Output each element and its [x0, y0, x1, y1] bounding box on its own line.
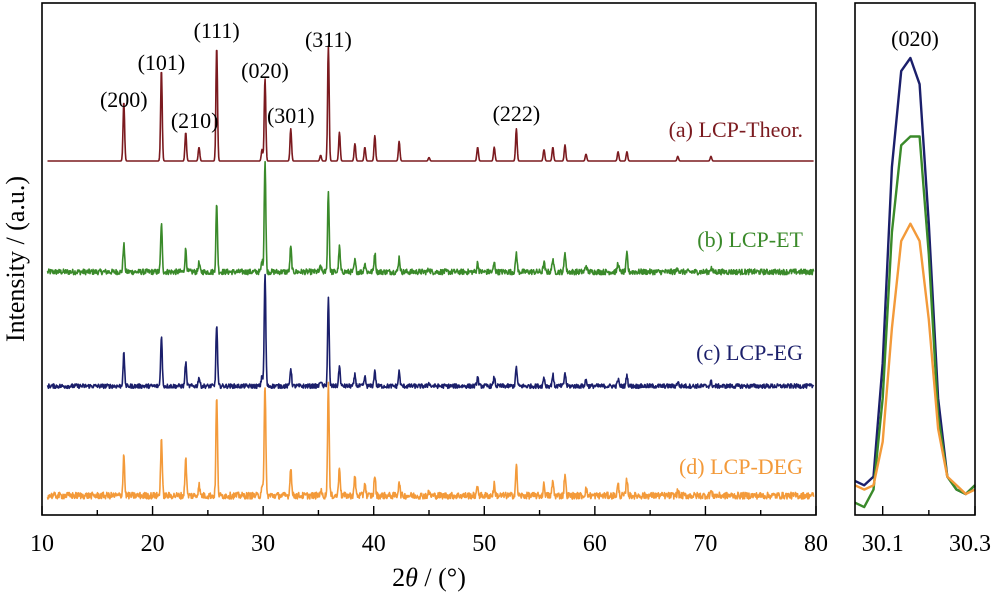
- main-traces: [46, 45, 815, 500]
- peak-label-111: (111): [194, 18, 240, 43]
- series-label-c-lcp-eg: (c) LCP-EG: [696, 340, 803, 365]
- x-axis-title-prefix: 2: [392, 563, 405, 592]
- x-tick-label-50: 50: [472, 531, 496, 557]
- peak-labels: (200) (101) (210) (111)(020) (301) (311) (222): [100, 18, 540, 133]
- inset-trace-b-lcp-et: [854, 135, 976, 509]
- x-tick-label-70: 70: [693, 531, 717, 557]
- x-tick-label-20: 20: [141, 531, 165, 557]
- x-axis-title-suffix: / (°): [418, 563, 466, 592]
- peak-label-301: (301): [267, 103, 315, 128]
- x-axis-title-theta: θ: [405, 563, 418, 592]
- series-label-d-lcp-deg: (d) LCP-DEG: [679, 454, 803, 479]
- x-tick-label-30: 30: [251, 531, 275, 557]
- trace-c-lcp-eg: [46, 273, 815, 390]
- x-tick-label-10: 10: [30, 531, 54, 557]
- inset-trace-c-lcp-eg: [854, 56, 976, 496]
- trace-b-lcp-et: [46, 160, 815, 276]
- peak-label-222: (222): [493, 101, 541, 126]
- main-plot-panel: (a) LCP-Theor. (b) LCP-ET (c) LCP-EG (d) LC…: [1, 2, 828, 592]
- inset-x-tick-label-30.3: 30.3: [949, 531, 991, 557]
- inset-x-ticks: 30.1 30.3: [862, 506, 991, 557]
- peak-label-311: (311): [305, 27, 352, 52]
- peak-label-210: (210): [171, 108, 219, 133]
- x-tick-label-40: 40: [362, 531, 386, 557]
- peak-label-020: (020): [241, 58, 289, 83]
- series-labels: (a) LCP-Theor. (b) LCP-ET (c) LCP-EG (d) LC…: [669, 117, 804, 479]
- trace-a-lcp-theor: [47, 45, 814, 162]
- peak-label-200: (200): [100, 87, 148, 112]
- main-plot-frame: [41, 2, 817, 516]
- x-tick-label-80: 80: [804, 531, 828, 557]
- inset-plot-panel: 30.1 30.3 (020): [854, 2, 991, 557]
- x-axis-title: 2θ / (°): [392, 563, 466, 592]
- y-axis-title: Intensity / (a.u.): [1, 176, 30, 342]
- series-label-a-lcp-theor: (a) LCP-Theor.: [669, 117, 803, 142]
- series-label-b-lcp-et: (b) LCP-ET: [697, 227, 803, 252]
- inset-plot-frame: [854, 2, 976, 516]
- peak-label-101: (101): [138, 50, 186, 75]
- trace-d-lcp-deg: [46, 381, 815, 500]
- main-x-ticks: 10 20 30 40 50 60 70 80: [30, 506, 828, 557]
- x-tick-label-60: 60: [583, 531, 607, 557]
- inset-title: (020): [891, 26, 939, 51]
- inset-trace-d-lcp-deg: [854, 222, 976, 496]
- inset-traces: [854, 56, 976, 509]
- inset-x-tick-label-30.1: 30.1: [862, 531, 904, 557]
